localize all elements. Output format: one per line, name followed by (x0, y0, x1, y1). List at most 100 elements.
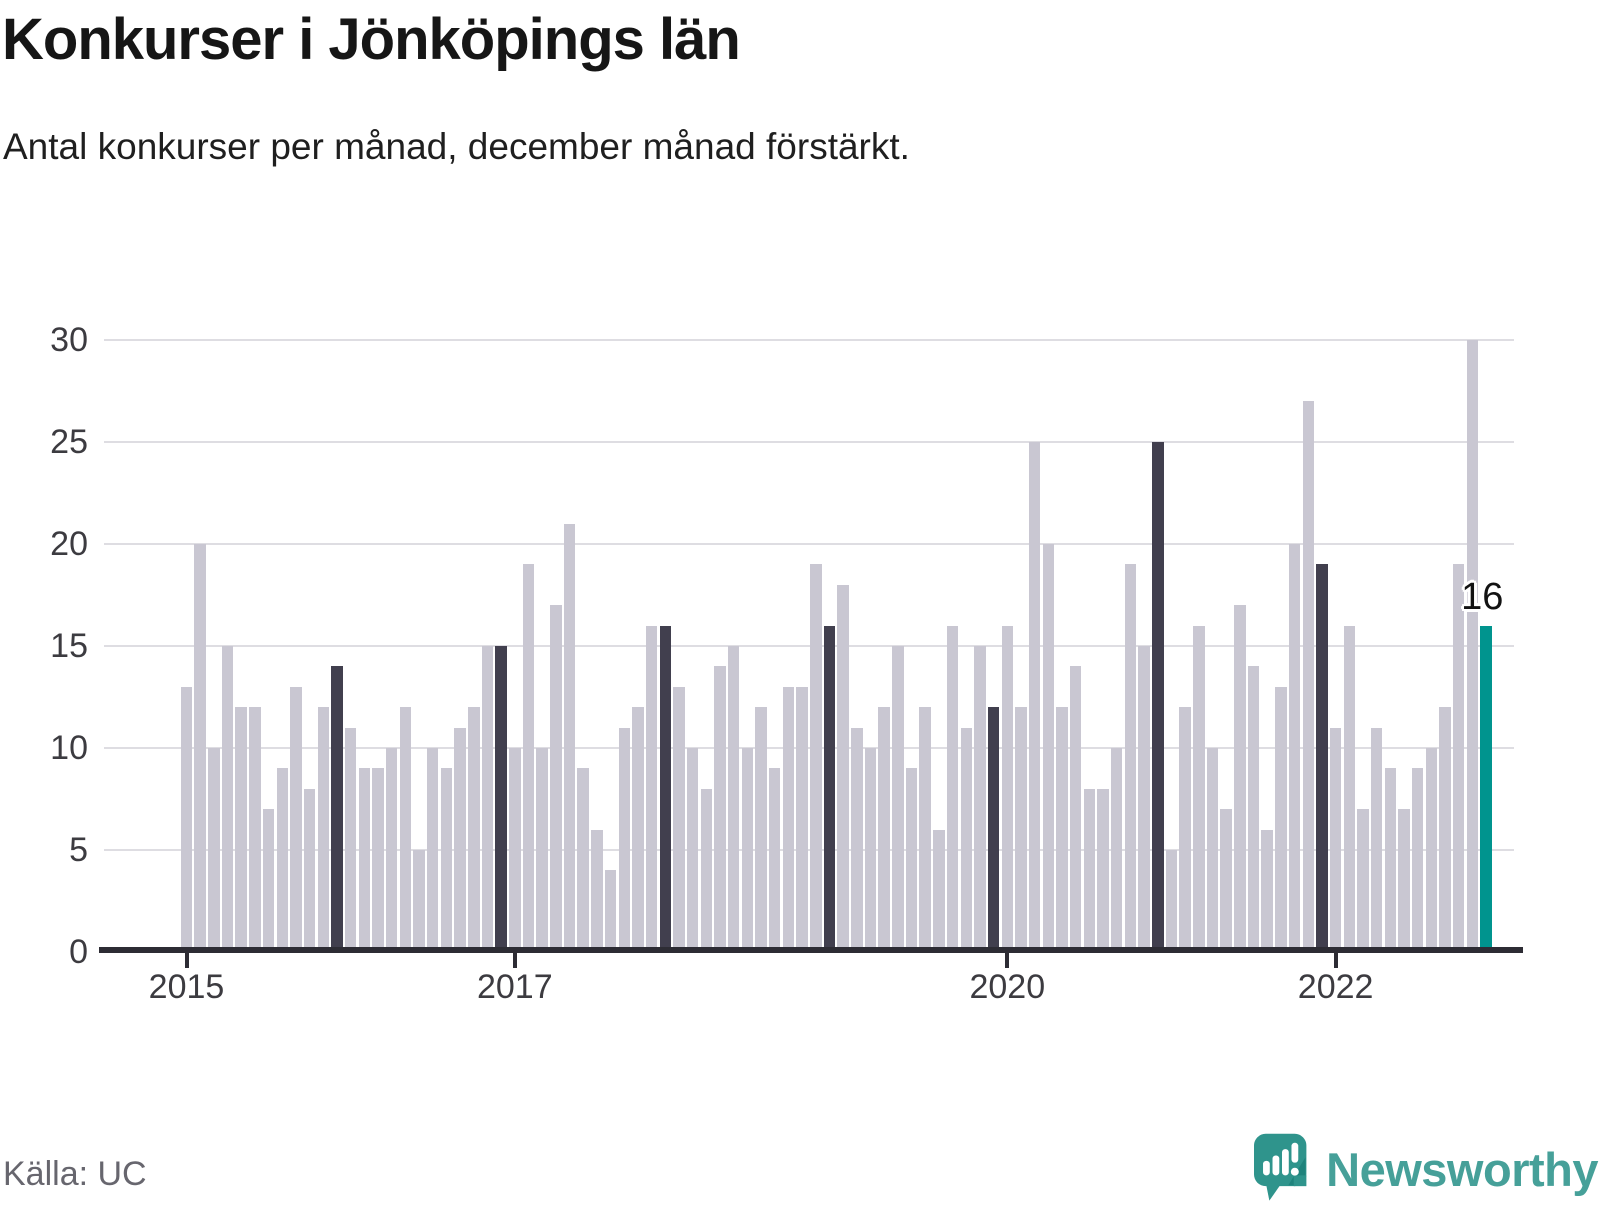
bar-dec-2018 (823, 625, 836, 952)
bar-maj-2021 (1220, 809, 1232, 952)
bar-jun-2020 (1069, 666, 1082, 952)
bar-sep-2021 (1275, 686, 1287, 952)
bar-apr-2017 (550, 605, 562, 952)
y-axis-label-15: 15 (50, 627, 88, 665)
bar-jun-2022 (1398, 809, 1410, 952)
y-axis-label-5: 5 (69, 831, 88, 869)
chart-subtitle: Antal konkurser per månad, december måna… (3, 126, 910, 167)
bar-jan-2016 (344, 727, 357, 952)
bar-apr-2018 (714, 666, 726, 952)
x-axis-label-2015: 2015 (148, 968, 225, 1006)
bar-jan-2017 (509, 748, 521, 952)
bar-maj-2015 (235, 707, 247, 952)
bar-mar-2021 (1193, 625, 1205, 952)
bar-sep-2022 (1439, 707, 1451, 952)
bar-aug-2018 (768, 768, 781, 952)
bar-apr-2022 (1370, 727, 1383, 952)
gridline-y20 (104, 543, 1514, 545)
bar-okt-2020 (1124, 564, 1137, 952)
bar-okt-2015 (303, 788, 316, 952)
y-axis-label-0: 0 (69, 933, 88, 971)
y-axis-label-10: 10 (50, 729, 88, 767)
bar-mar-2020 (1028, 442, 1041, 952)
y-axis-label-30: 30 (50, 321, 88, 359)
page-title: Konkurser i Jönköpings län (2, 7, 741, 72)
bar-feb-2017 (522, 564, 535, 952)
bar-feb-2021 (1179, 707, 1191, 952)
bar-sep-2018 (782, 686, 795, 952)
gridline-y15 (104, 645, 1514, 647)
bar-nov-2021 (1302, 401, 1314, 952)
bar-mar-2015 (208, 748, 220, 952)
bar-sep-2015 (290, 686, 302, 952)
bar-mar-2022 (1357, 809, 1369, 952)
newsworthy-wordmark: Newsworthy (1326, 1142, 1598, 1196)
bar-okt-2022 (1452, 564, 1465, 952)
bar-sep-2017 (618, 727, 630, 952)
bar-dec-2017 (659, 625, 672, 952)
x-axis-tick-2020 (1005, 953, 1010, 968)
bar-maj-2017 (563, 523, 576, 952)
bar-jun-2018 (741, 748, 754, 952)
bar-feb-2019 (851, 727, 863, 952)
bar-aug-2017 (604, 870, 617, 952)
bar-jul-2019 (919, 707, 931, 952)
bar-nov-2020 (1138, 646, 1150, 952)
bar-aug-2019 (933, 829, 945, 952)
bar-nov-2017 (645, 625, 658, 952)
y-axis-label-25: 25 (50, 423, 88, 461)
bar-feb-2022 (1343, 625, 1356, 952)
bar-apr-2020 (1042, 544, 1055, 952)
bar-apr-2016 (385, 748, 398, 952)
bar-okt-2016 (468, 707, 480, 952)
bar-mar-2017 (536, 748, 548, 952)
bar-dec-2020 (1152, 442, 1164, 952)
bar-aug-2022 (1425, 748, 1438, 952)
bar-jul-2022 (1411, 768, 1424, 952)
bar-nov-2018 (810, 564, 822, 952)
bar-jan-2020 (1001, 625, 1014, 952)
bar-jan-2021 (1165, 850, 1178, 952)
bar-feb-2016 (358, 768, 371, 952)
bar-maj-2018 (727, 646, 740, 952)
bar-jan-2022 (1329, 727, 1342, 952)
bar-jul-2016 (426, 748, 439, 952)
bar-jul-2018 (755, 707, 767, 952)
gridline-y10 (104, 747, 1514, 749)
latest-value-label: 16 (1461, 575, 1504, 618)
x-axis-line (99, 947, 1523, 953)
x-axis-tick-2017 (512, 953, 517, 968)
bar-jun-2021 (1234, 605, 1246, 952)
gridline-y25 (104, 441, 1514, 443)
bar-jul-2015 (262, 809, 275, 952)
bar-nov-2016 (481, 646, 494, 952)
y-axis-label-20: 20 (50, 525, 88, 563)
bar-maj-2020 (1056, 707, 1068, 952)
bar-apr-2021 (1206, 748, 1219, 952)
bar-jul-2017 (591, 829, 603, 952)
x-axis-tick-2015 (184, 953, 189, 968)
bar-okt-2019 (960, 727, 972, 952)
gridline-y5 (104, 849, 1514, 851)
newsworthy-logo: Newsworthy (1254, 1132, 1598, 1206)
gridline-y30 (104, 339, 1514, 341)
bar-sep-2020 (1110, 748, 1123, 952)
bar-apr-2019 (878, 707, 890, 952)
bar-okt-2018 (796, 686, 808, 952)
bar-mar-2019 (864, 748, 877, 952)
bar-jul-2020 (1083, 788, 1096, 952)
bar-sep-2016 (454, 727, 466, 952)
x-axis-label-2020: 2020 (969, 968, 1046, 1006)
bar-feb-2018 (686, 748, 699, 952)
bar-jul-2021 (1247, 666, 1260, 952)
bar-mar-2018 (700, 788, 713, 952)
bar-dec-2019 (987, 707, 1000, 952)
bar-okt-2017 (632, 707, 644, 952)
bar-dec-2016 (495, 646, 507, 952)
bar-jun-2019 (905, 768, 918, 952)
bar-aug-2021 (1261, 829, 1273, 952)
bar-aug-2020 (1097, 788, 1109, 952)
bar-nov-2019 (974, 646, 986, 952)
